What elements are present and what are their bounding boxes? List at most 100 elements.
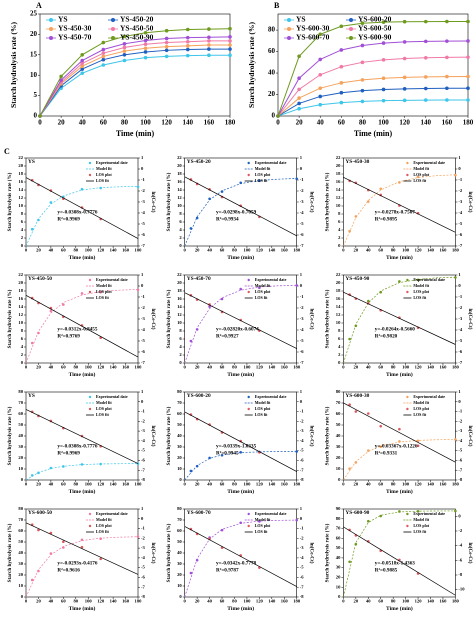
data-point bbox=[339, 48, 344, 52]
series-line bbox=[25, 177, 139, 239]
y-tick-label: 10 bbox=[336, 320, 341, 325]
x-tick-label: 180 bbox=[452, 482, 460, 487]
legend-label: Model fit bbox=[96, 400, 112, 405]
x-tick-label: 80 bbox=[73, 599, 78, 604]
chart-title: YS-450-90 bbox=[345, 276, 369, 282]
y-tick-label: 12 bbox=[177, 312, 182, 317]
annotation: y=-0.0308x-0.7776 bbox=[57, 444, 98, 450]
x-tick-label: 40 bbox=[366, 365, 371, 370]
data-point bbox=[416, 444, 420, 448]
legend-label: LOS plot bbox=[96, 406, 112, 411]
plot-frame bbox=[277, 13, 469, 117]
x-tick-label: 0 bbox=[25, 482, 28, 487]
y-tick-label: 0 bbox=[179, 594, 182, 599]
y-axis-label: Starch hydrolysis rate (%) bbox=[324, 523, 331, 582]
y-axis-label: Starch hydrolysis rate (%) bbox=[247, 22, 256, 108]
data-point bbox=[122, 45, 127, 50]
y-tick-label: 20 bbox=[336, 575, 341, 580]
x-tick-label: 140 bbox=[427, 365, 435, 370]
legend-label: YS-450-50 bbox=[120, 24, 154, 33]
y2-tick-label: -3 bbox=[458, 316, 463, 321]
y2-tick-label: 1 bbox=[300, 155, 303, 160]
series-line bbox=[184, 176, 297, 237]
legend-marker bbox=[88, 278, 92, 282]
legend-marker bbox=[111, 18, 115, 22]
y2-tick-label: -2 bbox=[141, 418, 146, 423]
annotation: R²=0.9616 bbox=[57, 568, 80, 574]
x-tick-label: 40 bbox=[207, 248, 212, 253]
annotation: y=-0.0278x-0.7507 bbox=[375, 210, 416, 216]
y2-tick-label: -3 bbox=[300, 545, 305, 550]
y2-axis-label: ln(Ce-Ct) bbox=[150, 542, 157, 563]
annotation: R²=0.9969 bbox=[57, 451, 80, 457]
y-tick-label: 0 bbox=[272, 112, 276, 120]
y-tick-label: 20 bbox=[336, 280, 341, 285]
data-point bbox=[360, 88, 365, 93]
series-line bbox=[277, 75, 469, 117]
y2-tick-label: -3 bbox=[141, 199, 146, 204]
series-line bbox=[184, 411, 297, 472]
y-axis-label: Starch hydrolysis rate (%) bbox=[6, 406, 13, 465]
y-tick-label: 2 bbox=[179, 235, 182, 240]
plot-frame bbox=[343, 508, 456, 598]
chart-panel: B 0 20 40 60 80 100 120 140 160 180 0 20 40 60 80 Time (… bbox=[247, 1, 474, 138]
data-point bbox=[445, 98, 449, 102]
x-tick-label: 80 bbox=[391, 599, 396, 604]
data-point bbox=[189, 571, 193, 575]
x-axis-label: Time (min) bbox=[386, 254, 413, 261]
data-point bbox=[297, 87, 301, 92]
x-tick-label: 20 bbox=[36, 599, 41, 604]
series-line bbox=[343, 402, 456, 463]
series-line bbox=[39, 28, 231, 117]
legend-marker bbox=[111, 36, 115, 40]
x-tick-label: 80 bbox=[232, 365, 237, 370]
legend-marker bbox=[88, 173, 92, 177]
y2-tick-label: 0 bbox=[458, 513, 461, 518]
legend-label: Model fit bbox=[413, 517, 429, 522]
chart-panel: 0 20 40 60 80 100 120 140 160 1800102030405060708… bbox=[324, 506, 475, 612]
y2-tick-label: 0 bbox=[300, 399, 303, 404]
y2-tick-label: -2 bbox=[458, 528, 463, 533]
x-axis-label: Time (min) bbox=[69, 488, 96, 495]
data-point bbox=[228, 39, 232, 43]
series-line bbox=[277, 56, 469, 117]
x-tick-label: 180 bbox=[225, 119, 236, 127]
series-line bbox=[39, 44, 230, 117]
chart-panel: 0 20 40 60 80 100 120 140 160 1800102030405060708… bbox=[6, 389, 157, 495]
legend-label: LOS fit bbox=[255, 529, 268, 534]
chart-panel: 0 20 40 60 80 100 120 140 160 1800246810121416182… bbox=[324, 272, 475, 378]
annotation: R²=0.9820 bbox=[375, 334, 398, 340]
data-point bbox=[207, 47, 211, 51]
x-tick-label: 180 bbox=[135, 599, 143, 604]
legend-marker bbox=[49, 36, 53, 40]
x-tick-label: 180 bbox=[452, 599, 460, 604]
data-point bbox=[228, 35, 232, 39]
data-point bbox=[366, 412, 370, 415]
y-tick-label: 0 bbox=[338, 360, 341, 365]
y-tick-label: 6 bbox=[338, 336, 341, 341]
legend-marker bbox=[111, 27, 115, 31]
legend-label: LOS plot bbox=[255, 172, 271, 177]
data-point bbox=[207, 53, 211, 58]
legend-label: LOS fit bbox=[96, 295, 109, 300]
y-tick-label: 2 bbox=[179, 352, 182, 357]
annotation: y=-0.03367x-0.1226 bbox=[375, 444, 418, 450]
x-tick-label: 40 bbox=[49, 599, 54, 604]
x-tick-label: 60 bbox=[61, 365, 66, 370]
data-point bbox=[80, 545, 84, 549]
series-line bbox=[277, 40, 469, 117]
data-point bbox=[379, 187, 383, 191]
y-tick-label: 20 bbox=[177, 455, 182, 460]
chart-title: YS-600-90 bbox=[345, 510, 369, 516]
y-tick-label: 8 bbox=[179, 328, 182, 333]
y2-tick-label: -7 bbox=[141, 243, 146, 248]
x-tick-label: 60 bbox=[220, 365, 225, 370]
data-point bbox=[189, 339, 193, 343]
y-tick-label: 0 bbox=[21, 477, 24, 482]
x-tick-label: 160 bbox=[281, 365, 289, 370]
y-tick-label: 4 bbox=[21, 344, 24, 349]
x-axis-label: Time (min) bbox=[69, 371, 96, 378]
series-line bbox=[343, 526, 456, 596]
x-tick-label: 160 bbox=[122, 365, 130, 370]
y2-tick-label: -10 bbox=[458, 587, 465, 592]
